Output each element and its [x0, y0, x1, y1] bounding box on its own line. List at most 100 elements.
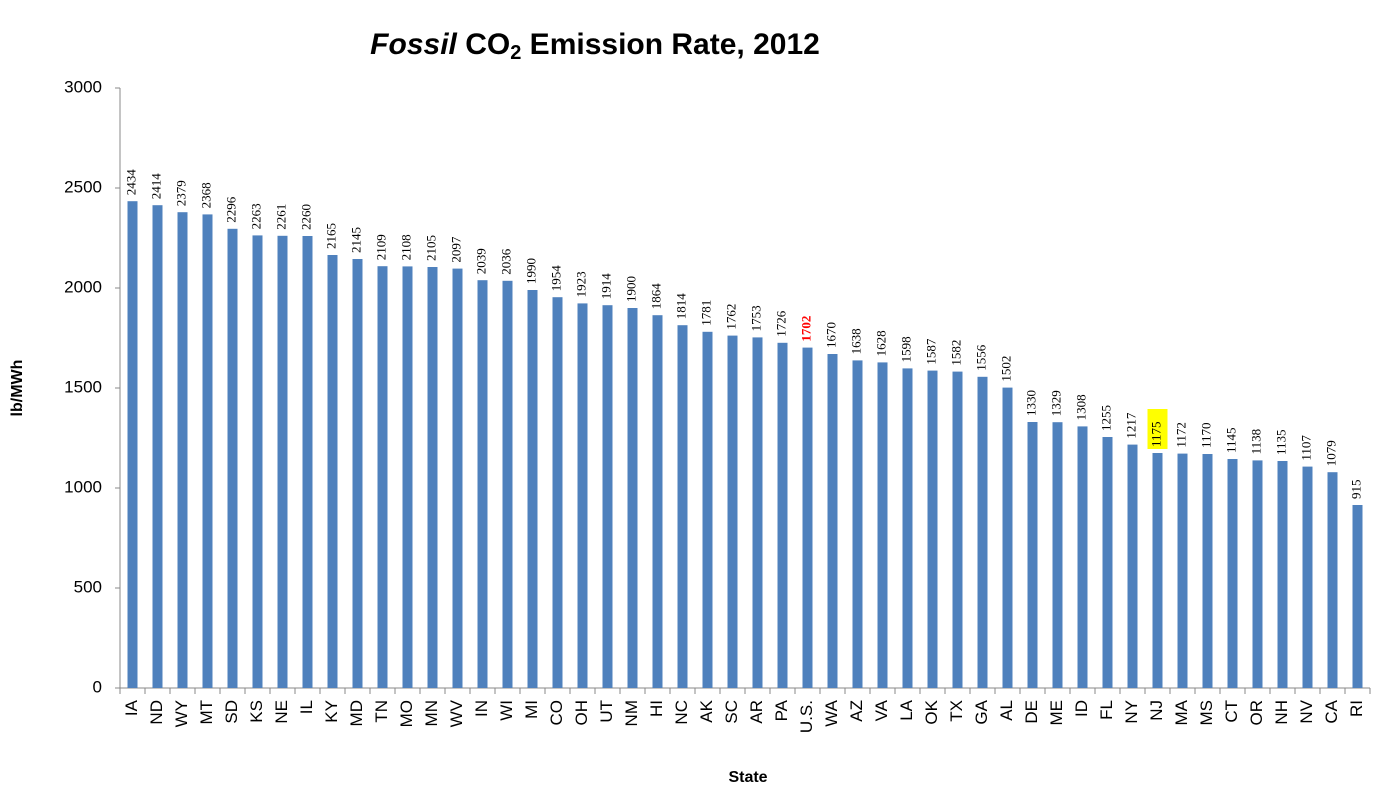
title-part: Emission Rate, 2012: [521, 28, 819, 61]
y-axis-label: lb/MWh: [9, 360, 26, 417]
bar: [1052, 422, 1063, 688]
x-tick-label: KS: [247, 700, 266, 723]
x-tick-label: NC: [672, 700, 691, 725]
value-label: 1079: [1323, 440, 1338, 466]
bar: [902, 368, 913, 688]
x-tick-label: SD: [222, 700, 241, 724]
x-tick-label: MA: [1172, 699, 1191, 725]
value-label: 1330: [1023, 390, 1038, 416]
bar: [277, 235, 288, 689]
x-tick-label: ME: [1047, 700, 1066, 726]
bar: [627, 308, 638, 688]
value-label: 2296: [223, 196, 238, 223]
y-tick-label: 1500: [64, 377, 102, 396]
bar: [177, 212, 188, 688]
value-label: 1702: [798, 316, 813, 342]
x-tick-label: WV: [447, 699, 466, 727]
value-label: 2145: [348, 227, 363, 253]
bar: [227, 228, 238, 689]
value-label: 2414: [148, 173, 163, 200]
value-label: 2261: [273, 204, 288, 230]
title-part: Fossil: [370, 28, 457, 61]
x-tick-label: AK: [697, 699, 716, 722]
x-tick-label: IN: [472, 700, 491, 717]
x-tick-label: AL: [997, 700, 1016, 721]
x-tick-label: NH: [1272, 700, 1291, 725]
bar: [852, 360, 863, 688]
bar: [652, 315, 663, 688]
value-label: 1175: [1148, 421, 1163, 447]
bar: [927, 370, 938, 688]
x-tick-label: LA: [897, 699, 916, 720]
x-tick-label: SC: [722, 700, 741, 724]
x-tick-label: CO: [547, 700, 566, 726]
value-label: 1217: [1123, 412, 1138, 439]
bar: [202, 214, 213, 688]
value-label: 1670: [823, 322, 838, 348]
x-tick-label: WA: [822, 699, 841, 726]
y-tick-label: 3000: [64, 77, 102, 96]
x-tick-label: ID: [1072, 700, 1091, 717]
value-label: 1502: [998, 356, 1013, 382]
x-tick-label: NE: [272, 700, 291, 724]
bar: [727, 335, 738, 688]
x-tick-label: MD: [347, 700, 366, 726]
value-label: 1726: [773, 310, 788, 337]
value-label: 1753: [748, 305, 763, 331]
bar: [827, 354, 838, 688]
bar: [452, 268, 463, 688]
x-tick-label: MT: [197, 700, 216, 725]
bar: [377, 266, 388, 688]
value-label: 2165: [323, 223, 338, 249]
x-tick-label: NV: [1297, 699, 1316, 723]
x-tick-label: KY: [322, 700, 341, 723]
value-label: 1170: [1198, 422, 1213, 448]
value-label: 2368: [198, 182, 213, 208]
bar: [752, 337, 763, 688]
value-label: 1954: [548, 265, 563, 292]
value-label: 1145: [1223, 427, 1238, 453]
y-tick-label: 0: [93, 677, 102, 696]
bar: [127, 201, 138, 688]
x-tick-label: FL: [1097, 700, 1116, 720]
bar: [1177, 453, 1188, 688]
value-label: 1900: [623, 276, 638, 302]
y-tick-label: 1000: [64, 477, 102, 496]
x-tick-label: HI: [647, 700, 666, 717]
value-label: 1138: [1248, 429, 1263, 455]
bar: [1227, 459, 1238, 688]
bar: [527, 290, 538, 688]
bar: [1127, 444, 1138, 688]
bar: [677, 325, 688, 688]
value-label: 1781: [698, 300, 713, 326]
bar: [152, 205, 163, 688]
label-highlight: [1147, 409, 1168, 449]
x-tick-label: MO: [397, 700, 416, 727]
bar: [477, 280, 488, 688]
bar: [252, 235, 263, 688]
value-label: 1107: [1298, 435, 1313, 461]
bar: [1352, 505, 1363, 688]
x-tick-label: UT: [597, 700, 616, 723]
x-tick-label: OK: [922, 699, 941, 724]
value-label: 2379: [173, 180, 188, 206]
x-tick-label: PA: [772, 699, 791, 721]
x-tick-label: VA: [872, 699, 891, 721]
value-label: 1814: [673, 293, 688, 320]
value-label: 2039: [473, 248, 488, 274]
value-label: 2263: [248, 203, 263, 229]
value-label: 1135: [1273, 429, 1288, 455]
bar: [1152, 453, 1163, 688]
x-tick-label: DE: [1022, 700, 1041, 724]
value-label: 1329: [1048, 390, 1063, 416]
bar: [1002, 387, 1013, 688]
bar: [1327, 472, 1338, 688]
x-tick-label: NJ: [1147, 700, 1166, 721]
value-label: 915: [1348, 480, 1363, 500]
bar: [427, 267, 438, 688]
bar: [552, 297, 563, 688]
x-tick-label: NM: [622, 700, 641, 726]
value-label: 1172: [1173, 422, 1188, 448]
bar: [977, 376, 988, 688]
